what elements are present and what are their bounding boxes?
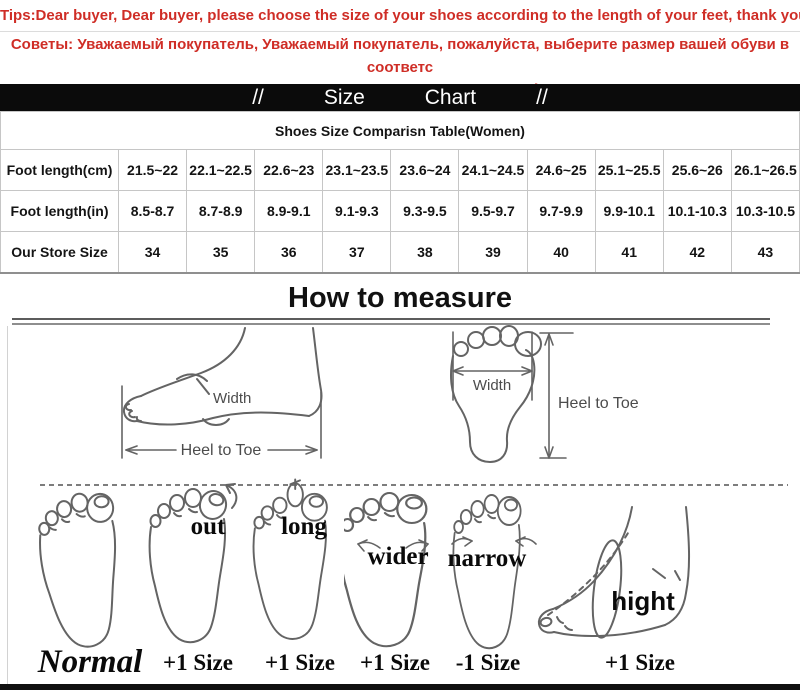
foot-sole-view-diagram: Width Heel to Toe [450, 325, 639, 463]
foot-side-outline [122, 327, 323, 426]
cm-cell: 23.1~23.5 [322, 149, 392, 191]
size-cell: 39 [458, 231, 528, 274]
inch-cell: 9.5-9.7 [458, 190, 528, 232]
cm-cell: 26.1~26.5 [730, 149, 800, 191]
banner-word-size: Size [323, 85, 365, 109]
inch-cell: 9.7-9.9 [526, 190, 596, 232]
inch-cell: 10.1-10.3 [662, 190, 732, 232]
inch-cell: 8.5-8.7 [117, 190, 188, 232]
size-cell: 38 [390, 231, 460, 274]
heel-to-toe-measure-lines [121, 385, 322, 459]
row-header-store-size: Our Store Size [0, 231, 119, 274]
inch-cell: 9.1-9.3 [322, 190, 392, 232]
inch-cell: 9.9-10.1 [594, 190, 664, 232]
cm-cell: 24.1~24.5 [458, 149, 528, 191]
how-to-measure-heading: How to measure [288, 282, 512, 314]
foot-side-view-diagram: Width Heel to Toe [121, 327, 323, 459]
cm-cell: 22.1~22.5 [186, 149, 256, 191]
size-cell: 40 [526, 231, 596, 274]
size-cell: 41 [594, 231, 664, 274]
out-foot-outline [148, 483, 238, 644]
normal-foot-outline [38, 492, 117, 648]
foot-sole-outline [450, 325, 542, 463]
foot-diagram-out [148, 483, 238, 644]
inch-cell: 8.9-9.1 [254, 190, 324, 232]
foot-diagram-long [252, 478, 328, 640]
foot-label-wider: wider [367, 543, 429, 570]
size-cell: 34 [117, 231, 188, 274]
size-chart-banner: // Size Chart // [0, 84, 800, 111]
inch-cell: 8.7-8.9 [186, 190, 256, 232]
wider-foot-outline [344, 492, 428, 648]
foot-label-long: long [281, 513, 327, 540]
cm-cell: 23.6~24 [390, 149, 460, 191]
cm-cell: 25.1~25.5 [594, 149, 664, 191]
size-cell: 36 [254, 231, 324, 274]
sole-measure-lines [452, 331, 574, 459]
banner-slash-right: // [536, 85, 548, 109]
row-header-cm: Foot length(cm) [0, 149, 119, 191]
foot-diagram-height [537, 506, 691, 639]
tip-russian-line1: Советы: Уважаемый покупатель, Уважаемый … [10, 36, 790, 76]
caption-height-size: +1 Size [605, 650, 675, 675]
caption-out-size: +1 Size [163, 650, 233, 675]
table-row-store-size: Our Store Size 34 35 36 37 38 39 40 41 4… [0, 231, 800, 274]
tip-banner-russian: Советы: Уважаемый покупатель, Уважаемый … [0, 33, 800, 99]
cm-cell: 22.6~23 [254, 149, 324, 191]
caption-normal: Normal [37, 644, 143, 680]
cm-cell: 24.6~25 [526, 149, 596, 191]
left-edge-line [7, 326, 8, 684]
foot-label-out: out [190, 513, 226, 540]
foot-label-narrow: narrow [447, 545, 527, 572]
cm-cell: 21.5~22 [117, 149, 188, 191]
banner-word-chart: Chart [424, 85, 477, 109]
foot-diagram-wider [344, 492, 429, 648]
size-cell: 37 [322, 231, 392, 274]
caption-wider-size: +1 Size [360, 650, 430, 675]
table-row-cm: Foot length(cm) 21.5~22 22.1~22.5 22.6~2… [0, 149, 800, 191]
narrow-arrows [451, 536, 537, 547]
narrow-foot-outline [452, 494, 522, 650]
size-cell: 43 [730, 231, 800, 274]
foot-diagram-narrow [451, 494, 537, 650]
table-title-row: Shoes Size Comparisn Table(Women) [0, 111, 800, 150]
table-row-inch: Foot length(in) 8.5-8.7 8.7-8.9 8.9-9.1 … [0, 190, 800, 232]
tip-banner-english: Tips:Dear buyer, Dear buyer, please choo… [0, 0, 800, 32]
bottom-black-bar [0, 684, 800, 690]
foot-diagram-normal [38, 492, 117, 648]
long-foot-outline [252, 478, 328, 640]
foot-label-height: hight [611, 586, 675, 616]
sole-width-label: Width [473, 377, 511, 394]
side-width-label: Width [213, 390, 251, 407]
caption-long-size: +1 Size [265, 650, 335, 675]
banner-slash-left: // [252, 85, 264, 109]
size-comparison-table: Shoes Size Comparisn Table(Women) Foot l… [0, 111, 800, 274]
height-foot-outline [537, 506, 691, 639]
cm-cell: 25.6~26 [662, 149, 732, 191]
inch-cell: 9.3-9.5 [390, 190, 460, 232]
size-cell: 35 [186, 231, 256, 274]
table-title: Shoes Size Comparisn Table(Women) [0, 111, 800, 150]
inch-cell: 10.3-10.5 [730, 190, 800, 232]
toe-alignment-dashed-line [40, 484, 788, 486]
row-header-inch: Foot length(in) [0, 190, 119, 232]
caption-narrow-size: -1 Size [455, 650, 521, 675]
size-cell: 42 [662, 231, 732, 274]
heading-divider [12, 318, 770, 325]
sole-heel-to-toe-label: Heel to Toe [558, 395, 639, 412]
wider-arrows [357, 539, 429, 552]
side-heel-to-toe-label: Heel to Toe [181, 442, 262, 459]
